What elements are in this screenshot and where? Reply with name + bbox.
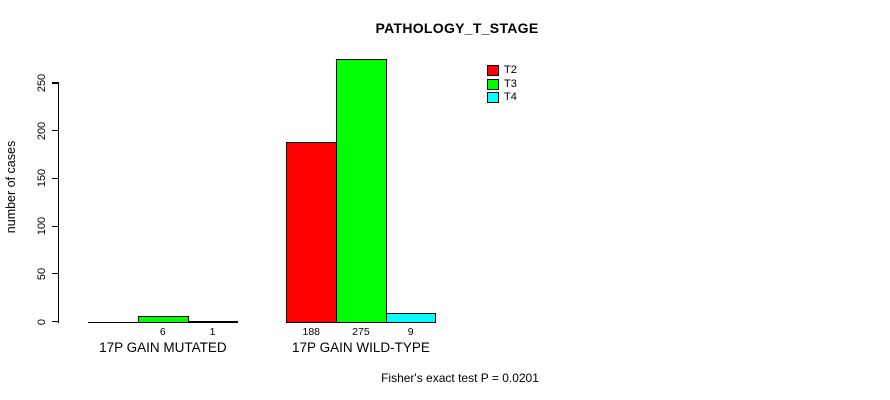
bar-value-label: 6 <box>159 325 166 338</box>
y-tick-mark <box>51 320 59 323</box>
bar-t4-1 <box>187 320 239 323</box>
legend-label-t2: T2 <box>504 64 517 76</box>
y-axis-label: number of cases <box>4 140 18 234</box>
y-tick-label: 200 <box>36 121 48 140</box>
y-tick-mark <box>51 273 59 275</box>
y-tick-label: 250 <box>36 73 48 93</box>
y-tick-label: 100 <box>36 216 48 236</box>
bar-t3-1 <box>138 315 189 323</box>
y-tick-mark <box>51 130 59 132</box>
bar-t2-2 <box>286 142 338 323</box>
legend-swatch-t4 <box>487 92 499 103</box>
bar-value-label: 1 <box>209 325 216 338</box>
bar-value-label: 188 <box>302 325 321 338</box>
bar-t4-2 <box>385 312 437 323</box>
legend-item-t2: T2 <box>487 65 517 76</box>
category-label: 17P GAIN WILD-TYPE <box>292 339 430 355</box>
legend-swatch-t2 <box>487 65 499 76</box>
bar-value-label: 9 <box>407 325 414 338</box>
bar-value-label: 275 <box>352 325 370 338</box>
pvalue-annotation: Fisher's exact test P = 0.0201 <box>381 371 539 385</box>
legend-swatch-t3 <box>487 78 499 90</box>
category-label: 17P GAIN MUTATED <box>99 339 227 355</box>
chart-title: PATHOLOGY_T_STAGE <box>375 20 539 36</box>
legend-item-t3: T3 <box>487 77 517 90</box>
y-tick-mark <box>51 225 59 227</box>
legend-label-t3: T3 <box>504 77 517 90</box>
legend: T2 T3 T4 <box>487 65 517 106</box>
y-tick-mark <box>51 177 59 179</box>
y-tick-label: 0 <box>36 318 48 325</box>
legend-label-t4: T4 <box>504 91 517 103</box>
bar-t3-2 <box>336 59 387 323</box>
legend-item-t4: T4 <box>487 92 517 103</box>
y-tick-label: 150 <box>36 169 48 188</box>
y-tick-label: 50 <box>36 267 48 280</box>
y-tick-mark <box>51 82 59 84</box>
y-axis-line <box>58 83 60 323</box>
